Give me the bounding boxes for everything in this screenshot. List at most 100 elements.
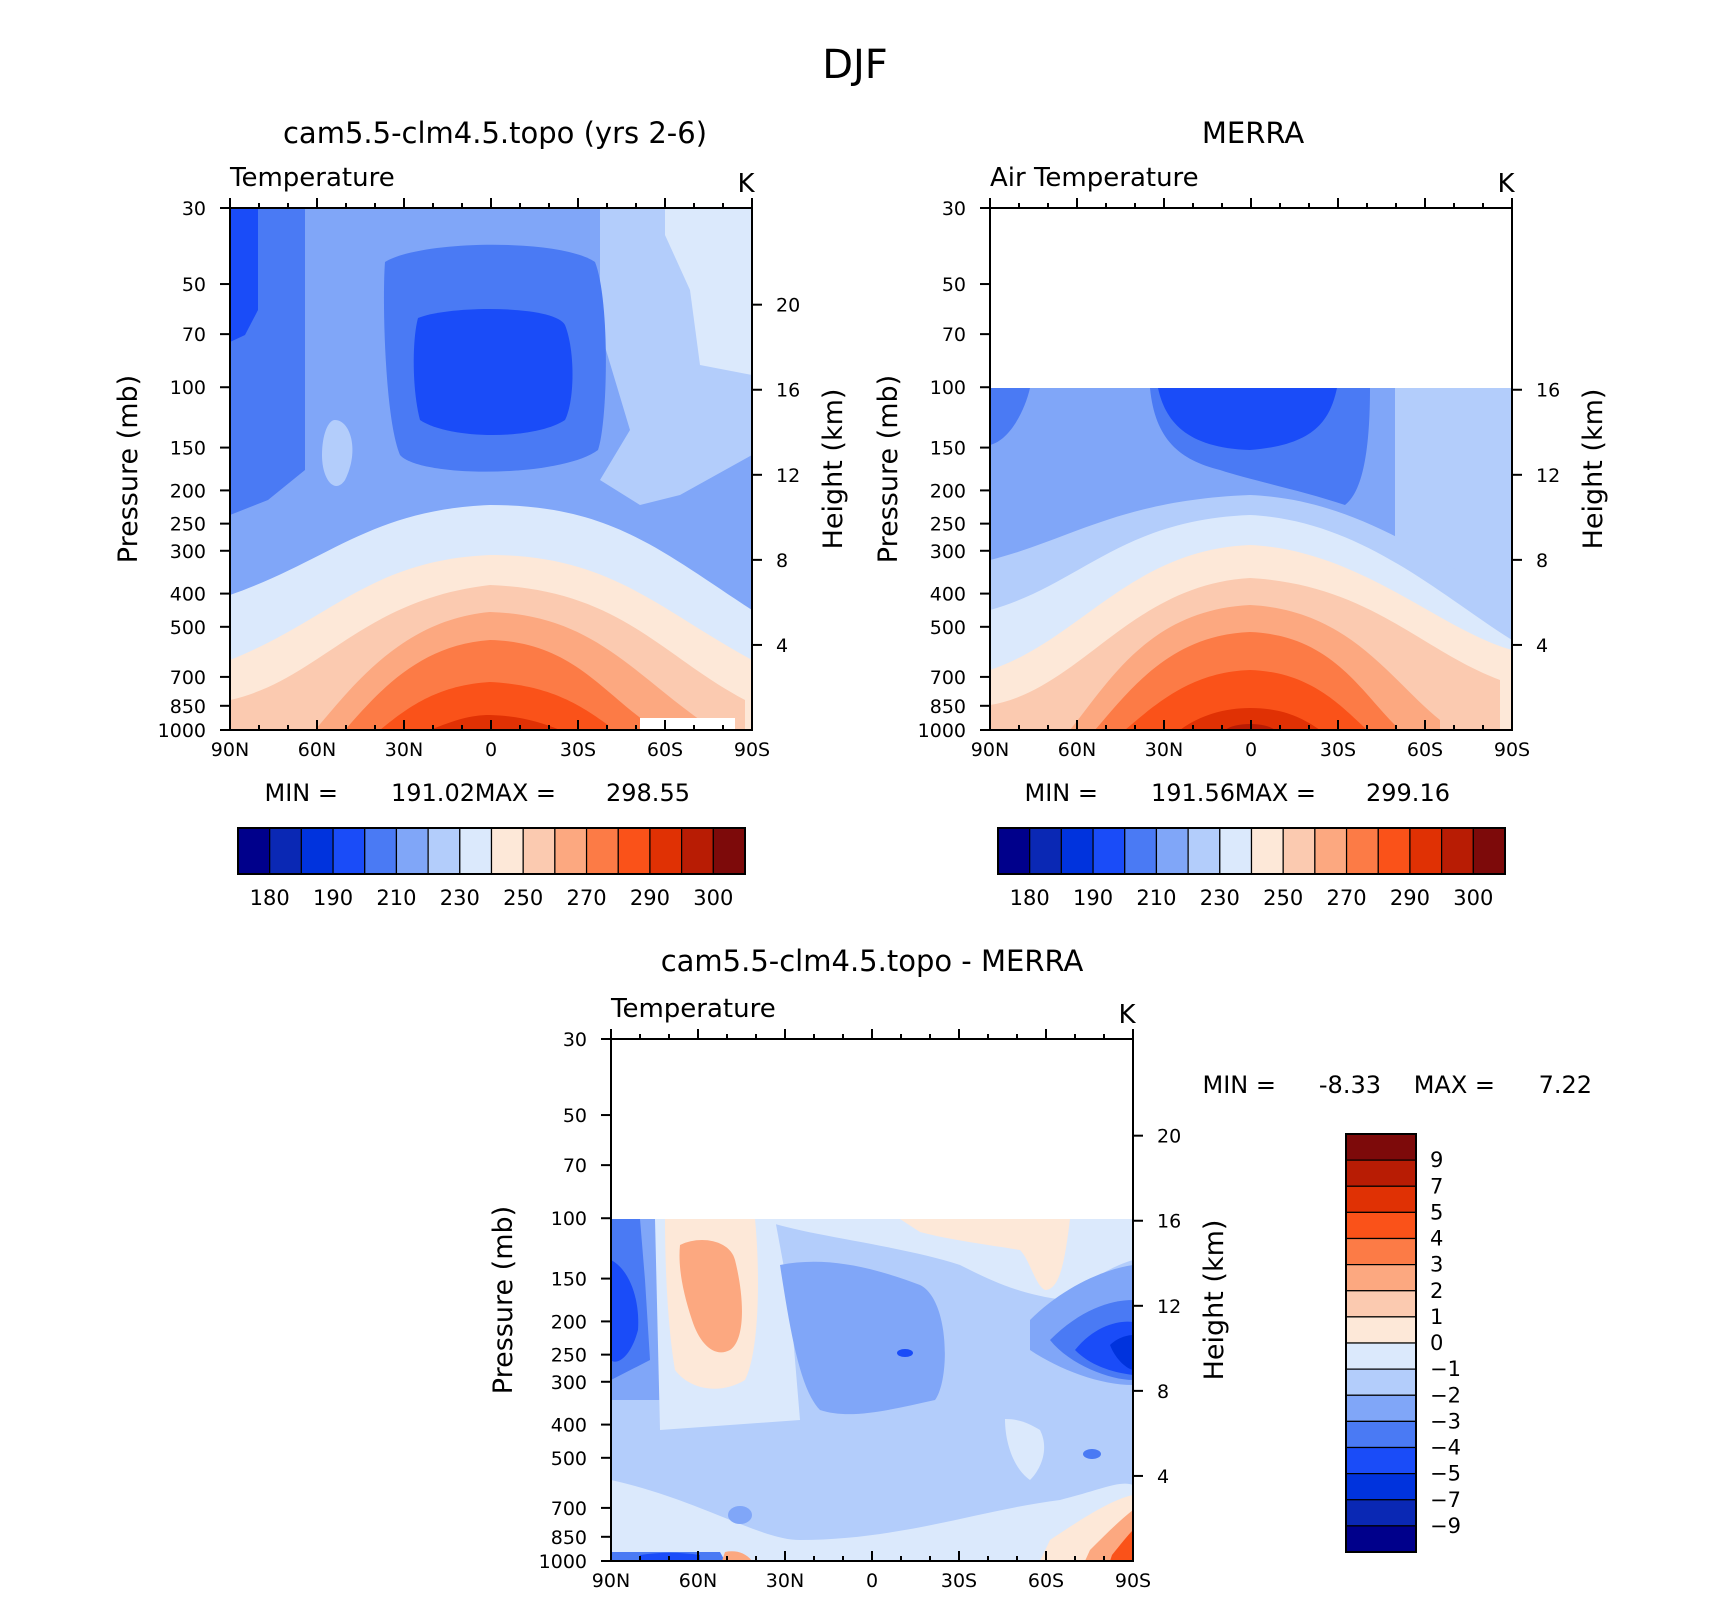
x-tick-label: 90S <box>1115 1570 1151 1592</box>
y-tick-label: 150 <box>170 438 206 460</box>
colorbar-swatch <box>1345 1499 1417 1527</box>
variable-label: Temperature <box>610 994 776 1024</box>
x-tick-label: 90S <box>1494 739 1530 761</box>
colorbar-label: 270 <box>1327 886 1367 910</box>
colorbar-label: 7 <box>1430 1174 1443 1198</box>
height-tick-label: 4 <box>1536 635 1548 657</box>
colorbar-swatch <box>681 827 714 875</box>
colorbar-swatch <box>1345 1237 1417 1266</box>
colorbar-label: 290 <box>1390 886 1430 910</box>
variable-label: Temperature <box>229 163 395 193</box>
colorbar-label: 4 <box>1430 1227 1443 1251</box>
min-label: MIN = <box>265 779 338 807</box>
level-290 <box>1125 670 1365 730</box>
colorbar-swatch <box>1029 827 1062 875</box>
colorbar-label: 300 <box>1453 886 1493 910</box>
colorbar-label: 180 <box>1010 886 1050 910</box>
colorbar-swatch <box>237 827 271 875</box>
x-tick-label: 0 <box>866 1570 878 1592</box>
level-3 <box>679 1240 742 1353</box>
y-tick-label: 1000 <box>918 720 966 742</box>
x-ticks: 90N 60N 30N 0 30S 60S 90S <box>592 1029 1151 1592</box>
colorbar: 180 190 210 230 250 270 290 300 <box>237 827 746 910</box>
colorbar-label: −2 <box>1430 1383 1461 1407</box>
colorbar-swatch <box>649 827 683 875</box>
y-tick-label: 70 <box>563 1155 587 1177</box>
x-tick-label: 90S <box>734 739 770 761</box>
colorbar: 180 190 210 230 250 270 290 300 <box>997 827 1506 910</box>
level-220-patch <box>680 485 752 560</box>
x-tick-label: 60S <box>1407 739 1443 761</box>
height-tick-label: 8 <box>776 550 788 572</box>
colorbar-swatch <box>490 827 524 875</box>
y-tick-label: 100 <box>170 377 206 399</box>
colorbar-swatch <box>1345 1473 1417 1501</box>
x-ticks: 90N 60N 30N 0 30S 60S 90S <box>211 198 770 761</box>
height-tick-label: 20 <box>1157 1126 1181 1148</box>
units-label: K <box>1497 169 1515 199</box>
level-200-polar <box>230 208 258 342</box>
missing-data <box>640 718 735 730</box>
max-label: MAX = <box>1414 1071 1495 1099</box>
y-tick-label: 700 <box>170 667 206 689</box>
level-minus-2-center <box>780 1261 945 1415</box>
colorbar-label: 190 <box>1073 886 1113 910</box>
level-5-lower <box>1110 1530 1133 1561</box>
colorbar-swatch <box>585 827 619 875</box>
height-ticks: 20 16 12 8 4 <box>752 295 800 657</box>
level-210-polar <box>990 388 1030 445</box>
y-tick-label: 700 <box>930 667 966 689</box>
x-tick-label: 0 <box>485 739 497 761</box>
variable-label: Air Temperature <box>990 163 1199 193</box>
colorbar-swatch <box>1345 1368 1417 1396</box>
level-290 <box>380 682 608 730</box>
colorbar-swatch <box>1282 827 1316 875</box>
colorbar-swatch <box>1409 827 1443 875</box>
y-tick-label: 400 <box>930 584 966 606</box>
y-axis-label: Pressure (mb) <box>873 375 904 563</box>
x-tick-label: 30S <box>941 1570 977 1592</box>
min-value: 191.02 <box>391 779 475 807</box>
colorbar-swatch <box>1345 1342 1417 1370</box>
y-tick-label: 150 <box>930 438 966 460</box>
x-tick-label: 30S <box>1320 739 1356 761</box>
colorbar-swatch <box>1441 827 1474 875</box>
level-minus-3-spot <box>1083 1449 1101 1459</box>
y-tick-label: 500 <box>551 1448 587 1470</box>
y-tick-label: 100 <box>930 377 966 399</box>
colorbar-label: −4 <box>1430 1436 1461 1460</box>
level-200-core <box>1158 388 1337 450</box>
colorbar-swatch <box>1187 827 1221 875</box>
y-tick-label: 300 <box>170 541 206 563</box>
colorbar-label: 190 <box>313 886 353 910</box>
level-200-core <box>413 308 573 435</box>
y-tick-label: 400 <box>551 1415 587 1437</box>
colorbar-label: 0 <box>1430 1331 1443 1355</box>
y-tick-label: 500 <box>930 617 966 639</box>
y-tick-label: 30 <box>942 198 966 220</box>
min-label: MIN = <box>1025 779 1098 807</box>
colorbar-label: 1 <box>1430 1305 1443 1329</box>
y-tick-label: 850 <box>170 696 206 718</box>
units-label: K <box>1118 1000 1136 1030</box>
panel-title: cam5.5-clm4.5.topo - MERRA <box>661 944 1084 978</box>
colorbar-swatch <box>1250 827 1284 875</box>
colorbar-swatch <box>1345 1446 1417 1475</box>
y-tick-label: 850 <box>930 696 966 718</box>
min-label: MIN = <box>1203 1071 1276 1099</box>
level-295 <box>1180 708 1320 730</box>
colorbar-label: 300 <box>693 886 733 910</box>
x-tick-label: 60S <box>1028 1570 1064 1592</box>
colorbar-swatch <box>522 827 556 875</box>
colorbar-label: 290 <box>630 886 670 910</box>
y-axis-label: Pressure (mb) <box>488 1206 519 1394</box>
colorbar-label: 5 <box>1430 1200 1443 1224</box>
colorbar-frame <box>1345 1133 1417 1553</box>
colorbar-label: 230 <box>1200 886 1240 910</box>
y2-axis-label: Height (km) <box>818 389 849 550</box>
y-tick-label: 1000 <box>539 1551 587 1573</box>
